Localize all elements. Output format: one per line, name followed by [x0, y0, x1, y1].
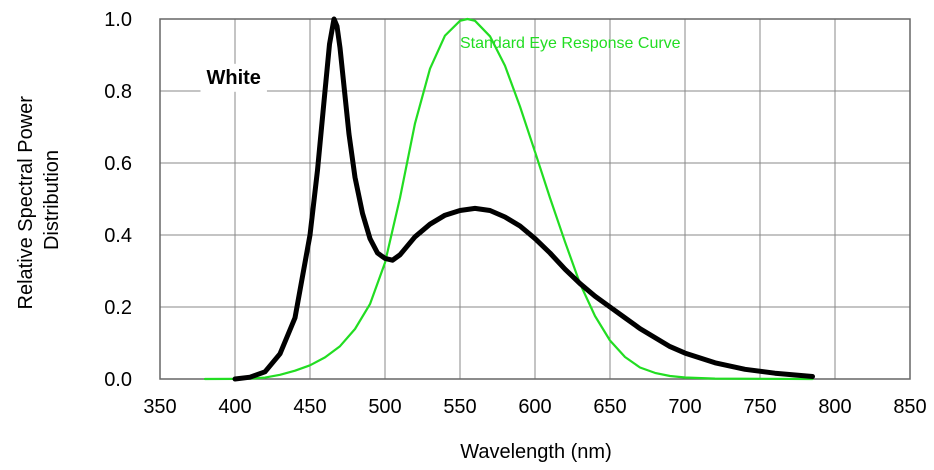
y-tick-label: 0.4 — [104, 225, 132, 247]
plot-frame — [159, 18, 911, 380]
y-axis-label-line-1: Relative Spectral Power — [15, 96, 37, 310]
y-axis-label: Relative Spectral Power Distribution — [15, 91, 63, 310]
x-tick-label: 750 — [743, 396, 776, 418]
x-tick-label: 800 — [818, 396, 851, 418]
series-layer — [203, 16, 815, 382]
y-axis-label-line-2: Distribution — [41, 150, 63, 250]
tick-labels: 350 400 450 500 550 600 650 700 750 800 850 0.0 0.2 0… — [104, 9, 927, 418]
x-tick-label: 400 — [218, 396, 251, 418]
white-label-background — [200, 63, 267, 92]
y-tick-label: 0.0 — [104, 369, 132, 391]
x-tick-label: 650 — [593, 396, 626, 418]
white-spectrum-line — [232, 16, 815, 382]
grid-lines — [159, 18, 911, 380]
x-tick-label: 600 — [518, 396, 551, 418]
eye-response-line — [203, 17, 814, 381]
y-tick-label: 1.0 — [104, 9, 132, 31]
x-tick-label: 450 — [293, 396, 326, 418]
x-tick-label: 700 — [668, 396, 701, 418]
eye-response-label: Standard Eye Response Curve — [460, 35, 681, 52]
x-tick-label: 550 — [443, 396, 476, 418]
y-tick-label: 0.2 — [104, 297, 132, 319]
y-tick-label: 0.6 — [104, 153, 132, 175]
white-label: White — [207, 67, 261, 89]
x-tick-label: 350 — [143, 396, 176, 418]
annotations: White Standard Eye Response Curve — [200, 35, 681, 92]
x-tick-label: 500 — [368, 396, 401, 418]
x-tick-label: 850 — [893, 396, 926, 418]
x-axis-label: Wavelength (nm) — [460, 441, 612, 463]
y-tick-label: 0.8 — [104, 81, 132, 103]
